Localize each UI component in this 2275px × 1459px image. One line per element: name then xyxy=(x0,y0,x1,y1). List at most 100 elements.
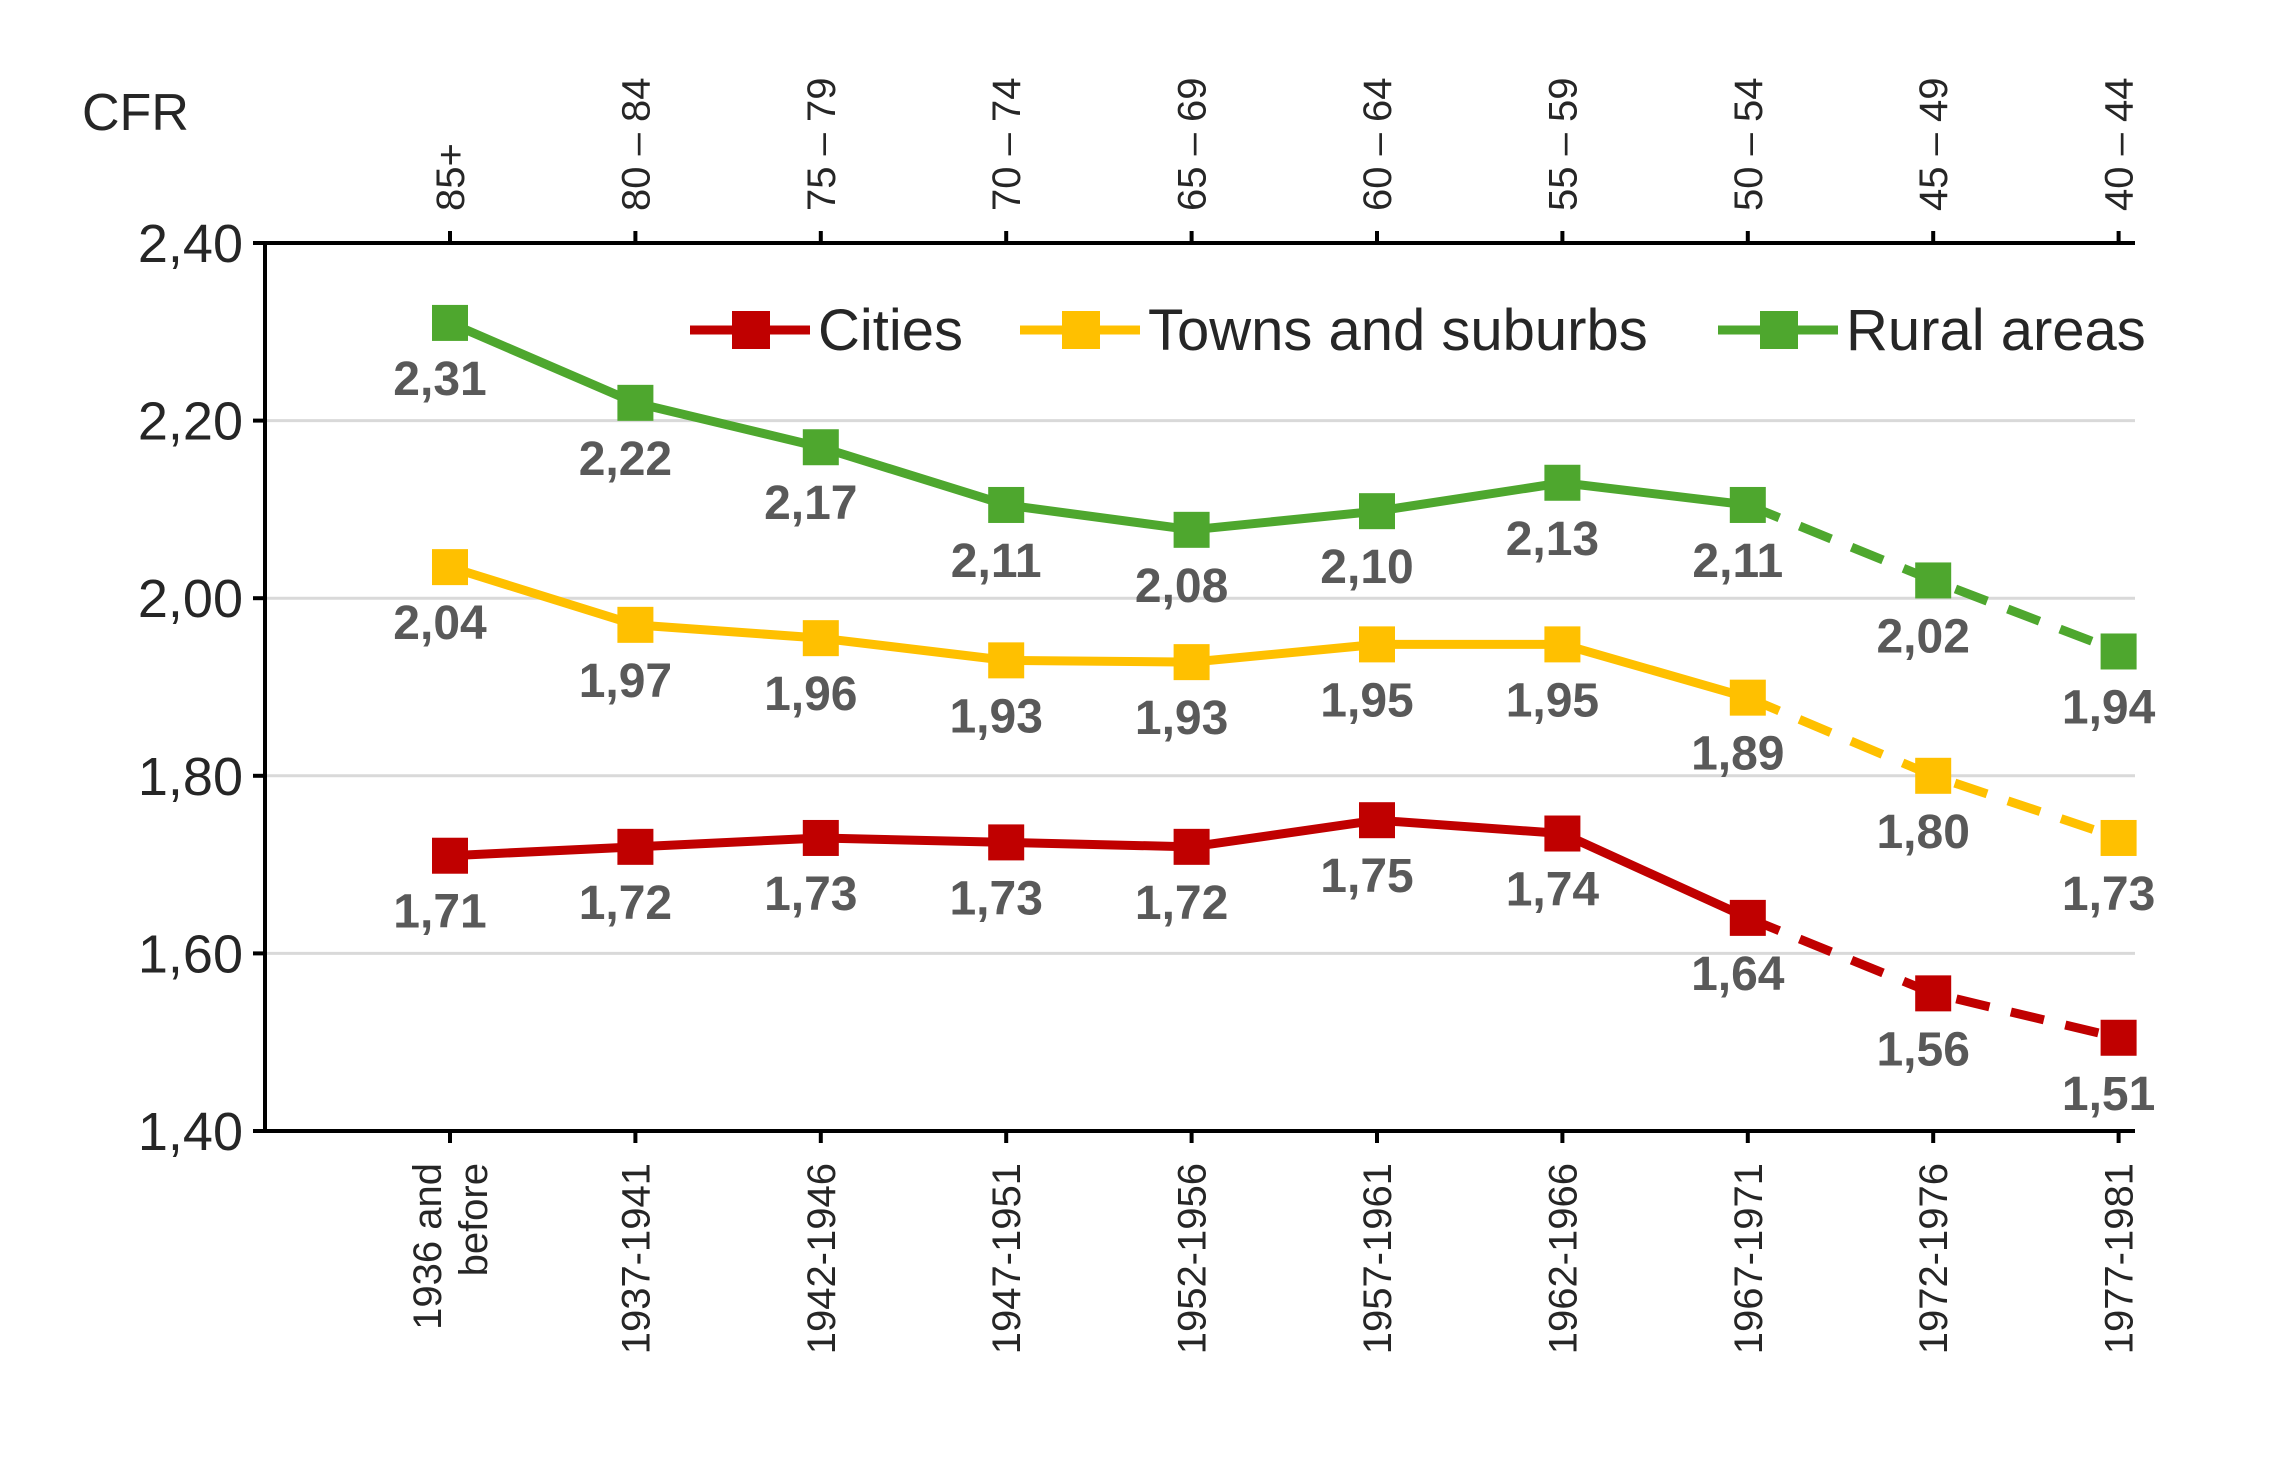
legend-label: Towns and suburbs xyxy=(1148,298,1648,363)
data-point-marker xyxy=(1729,486,1766,523)
data-label: 2,17 xyxy=(764,477,857,530)
data-label: 2,13 xyxy=(1506,513,1599,566)
data-label: 2,11 xyxy=(1692,535,1783,588)
data-point-marker xyxy=(1173,511,1210,548)
data-label: 1,51 xyxy=(2062,1068,2155,1121)
data-label: 1,93 xyxy=(949,690,1042,743)
data-label: 1,95 xyxy=(1320,674,1413,727)
y-tick-label: 1,60 xyxy=(138,924,243,984)
data-point-marker xyxy=(1359,802,1395,839)
data-label: 1,95 xyxy=(1506,674,1599,727)
data-point-marker xyxy=(1359,493,1395,530)
data-label: 1,72 xyxy=(1135,877,1228,930)
data-point-marker xyxy=(1915,757,1952,794)
x-tick-bottom-label: 1967-1971 xyxy=(1727,1163,1771,1354)
data-label: 2,31 xyxy=(393,353,486,406)
y-tick-label: 2,20 xyxy=(138,392,243,452)
y-axis-title: CFR xyxy=(82,84,189,142)
x-tick-top-label: 45 – 49 xyxy=(1912,78,1956,211)
data-point-marker xyxy=(1173,828,1210,865)
y-tick-label: 1,40 xyxy=(138,1102,243,1162)
data-point-marker xyxy=(432,304,468,341)
gridlines xyxy=(265,419,2135,955)
data-point-marker xyxy=(1544,815,1581,852)
data-point-marker xyxy=(1729,899,1766,936)
data-point-marker xyxy=(1729,679,1766,716)
x-tick-bottom-label: 1977-1981 xyxy=(2098,1163,2142,1354)
x-tick-top-label: 55 – 59 xyxy=(1541,78,1585,211)
data-label: 1,64 xyxy=(1691,948,1785,1001)
x-tick-top-label: 60 – 64 xyxy=(1356,78,1400,211)
x-tick-bottom-label: 1947-1951 xyxy=(985,1163,1029,1354)
data-label: 2,02 xyxy=(1876,610,1969,663)
y-tick-label: 2,40 xyxy=(138,214,243,274)
data-label: 1,73 xyxy=(764,868,857,921)
data-point-marker xyxy=(802,620,839,657)
data-label: 1,97 xyxy=(579,655,672,708)
data-label: 1,73 xyxy=(2062,868,2155,921)
data-label: 1,56 xyxy=(1876,1023,1969,1076)
data-label: 1,94 xyxy=(2062,681,2156,734)
data-label: 2,08 xyxy=(1135,560,1228,613)
data-point-marker xyxy=(617,384,654,421)
data-label: 1,93 xyxy=(1135,692,1228,745)
data-label: 1,80 xyxy=(1876,806,1969,859)
data-point-marker xyxy=(432,549,468,586)
data-label: 1,72 xyxy=(579,877,672,930)
data-point-marker xyxy=(1544,626,1581,663)
data-point-marker xyxy=(988,824,1025,861)
legend-marker xyxy=(1062,311,1100,349)
series-line-solid xyxy=(448,562,1750,702)
axes: 1,40 1,60 1,80 2,00 2,20 2,40 CFR 85+ 1936 and be… xyxy=(82,78,2142,1355)
legend-label: Rural areas xyxy=(1846,298,2146,363)
data-point-marker xyxy=(988,642,1025,679)
data-point-marker xyxy=(2100,819,2137,856)
data-labels: 1,71 1,72 1,73 1,73 1,72 1,75 1,74 1,64 1,56 1,51… xyxy=(393,353,2155,1121)
x-tick-bottom-label: 1962-1966 xyxy=(1541,1163,1585,1354)
x-tick-top-label: 65 – 69 xyxy=(1171,78,1215,211)
x-tick-top-label: 75 – 79 xyxy=(800,78,844,211)
data-label: 2,10 xyxy=(1320,541,1413,594)
x-tick-top-label: 85+ xyxy=(429,143,473,211)
data-point-marker xyxy=(802,429,839,466)
legend-marker xyxy=(732,311,770,349)
data-point-marker xyxy=(802,819,839,856)
data-label: 2,11 xyxy=(951,535,1042,588)
y-tick-label: 2,00 xyxy=(138,569,243,629)
data-label: 1,75 xyxy=(1320,850,1413,903)
data-point-marker xyxy=(617,606,654,643)
data-label: 1,96 xyxy=(764,668,857,721)
data-label: 2,22 xyxy=(579,433,672,486)
data-point-marker xyxy=(1359,626,1395,663)
data-label: 1,73 xyxy=(949,872,1042,925)
data-label: 1,74 xyxy=(1506,864,1600,917)
x-tick-top-label: 40 – 44 xyxy=(2098,78,2142,211)
x-tick-bottom-label: 1936 and xyxy=(406,1163,450,1330)
series-markers xyxy=(432,304,2137,1056)
data-point-marker xyxy=(1173,644,1210,681)
data-label: 2,04 xyxy=(393,597,487,650)
data-point-marker xyxy=(432,837,468,874)
x-tick-top-label: 80 – 84 xyxy=(614,78,658,211)
data-label: 1,71 xyxy=(393,886,486,939)
data-point-marker xyxy=(988,486,1025,523)
legend: Cities Towns and suburbs Rural areas xyxy=(690,298,2146,363)
x-tick-bottom-label: 1937-1941 xyxy=(614,1163,658,1354)
data-label: 1,89 xyxy=(1691,728,1784,781)
series-lines xyxy=(448,318,2121,1043)
data-point-marker xyxy=(617,828,654,865)
x-tick-bottom-label: before xyxy=(452,1163,496,1276)
data-point-marker xyxy=(1915,562,1952,599)
x-tick-bottom-label: 1957-1961 xyxy=(1356,1163,1400,1354)
series-line-solid xyxy=(449,815,1750,922)
legend-marker xyxy=(1760,311,1798,349)
data-point-marker xyxy=(2100,1019,2137,1056)
data-point-marker xyxy=(1544,464,1581,501)
x-tick-top-label: 70 – 74 xyxy=(985,78,1029,211)
data-point-marker xyxy=(1915,975,1952,1012)
x-tick-bottom-label: 1942-1946 xyxy=(800,1163,844,1354)
x-tick-top-label: 50 – 54 xyxy=(1727,78,1771,211)
x-tick-bottom-label: 1972-1976 xyxy=(1912,1163,1956,1354)
